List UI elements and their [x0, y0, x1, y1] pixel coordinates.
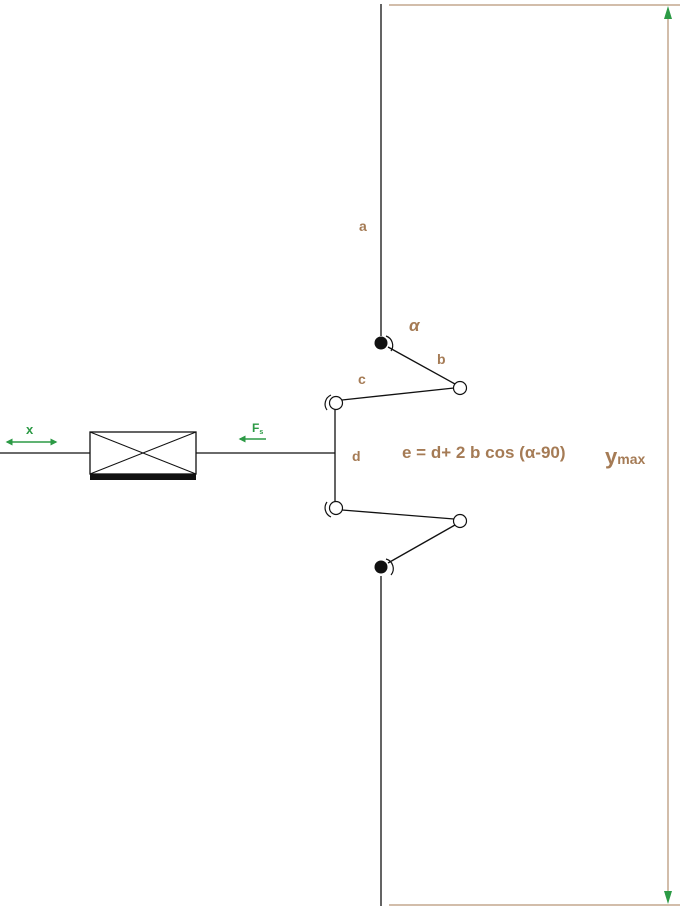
label-c: c: [358, 371, 366, 387]
ymax-dimension: [389, 4, 680, 906]
label-d: d: [352, 448, 361, 464]
formula-text: e = d+ 2 b cos (α-90): [402, 443, 566, 462]
ymax-label-sub: max: [617, 451, 645, 467]
label-b: b: [437, 351, 446, 367]
link-c-lower: [341, 509, 455, 520]
label-x: x: [26, 422, 34, 437]
ymax-label: ymax: [605, 444, 645, 469]
label-fs-sub: s: [259, 429, 263, 436]
joint-b-upper: [452, 380, 468, 396]
ymax-top-arrowhead: [664, 6, 672, 19]
label-a: a: [359, 218, 367, 234]
actuator-base: [90, 474, 196, 480]
label-alpha: α: [409, 316, 421, 335]
label-fs-main: F: [252, 421, 259, 435]
joint-c-lower: [324, 500, 344, 518]
actuator-box: [89, 431, 197, 480]
fixed-pivot-lower: [374, 558, 394, 576]
fixed-pivot-upper: [374, 335, 394, 352]
link-c-upper: [341, 387, 455, 401]
joint-c-upper: [324, 394, 344, 411]
label-fs: Fs: [252, 421, 263, 436]
link-b-upper: [387, 346, 456, 385]
joint-b-lower: [452, 513, 468, 529]
ymax-bottom-arrowhead: [664, 891, 672, 904]
link-b-lower: [387, 524, 456, 564]
ymax-label-main: y: [605, 444, 618, 469]
